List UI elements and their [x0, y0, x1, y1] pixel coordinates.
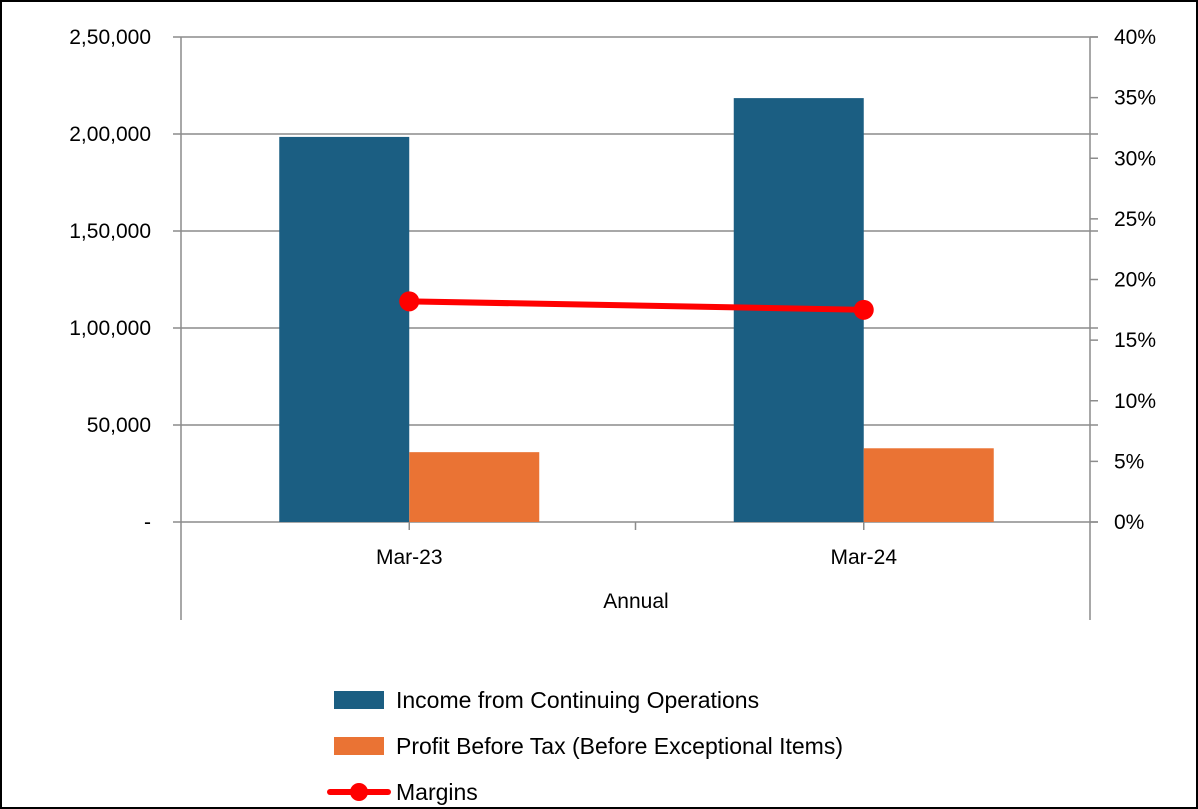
- y-right-tick-label: 15%: [1114, 329, 1156, 352]
- y-right-tick-label: 30%: [1114, 147, 1156, 170]
- y-right-tick-label: 0%: [1114, 511, 1144, 534]
- line-series: [399, 291, 874, 320]
- margins-line: [406, 298, 867, 313]
- x-axis-title: Annual: [603, 590, 668, 613]
- legend-swatch: [334, 737, 384, 755]
- x-tick-label: Mar-24: [830, 546, 897, 569]
- bar-income-from-continuing-operations: [279, 136, 410, 522]
- y-right-tick-label: 5%: [1114, 450, 1144, 473]
- legend: Income from Continuing Operations Profit …: [327, 687, 843, 805]
- legend-label: Margins: [396, 779, 478, 805]
- margins-marker: [399, 291, 420, 312]
- y-right-tick-label: 25%: [1114, 208, 1156, 231]
- y-left-tick-label: 1,50,000: [69, 220, 151, 243]
- legend-marker: [350, 783, 368, 801]
- y-right-tick-label: 10%: [1114, 390, 1156, 413]
- legend-label: Income from Continuing Operations: [396, 687, 759, 713]
- y-left-tick-label: 2,00,000: [69, 123, 151, 146]
- legend-label: Profit Before Tax (Before Exceptional It…: [396, 733, 843, 759]
- margins-marker: [853, 299, 874, 320]
- legend-swatch: [334, 691, 384, 709]
- y-right-tick-label: 40%: [1114, 26, 1156, 49]
- axes: [180, 36, 1098, 620]
- y-left-tick-label: -: [144, 511, 151, 534]
- y-left-tick-label: 50,000: [87, 414, 151, 437]
- y-right-tick-label: 20%: [1114, 269, 1156, 292]
- y-left-tick-label: 1,00,000: [69, 317, 151, 340]
- bar-profit-before-tax-before-exceptional-items: [409, 452, 540, 522]
- bar-profit-before-tax-before-exceptional-items: [863, 448, 994, 522]
- y-right-tick-label: 35%: [1114, 87, 1156, 110]
- y-left-tick-label: 2,50,000: [69, 26, 151, 49]
- bar-series: [279, 98, 994, 523]
- tick-labels: - 50,000 1,00,000 1,50,000 2,00,000 2,50,000 0…: [69, 26, 1156, 569]
- x-tick-label: Mar-23: [376, 546, 443, 569]
